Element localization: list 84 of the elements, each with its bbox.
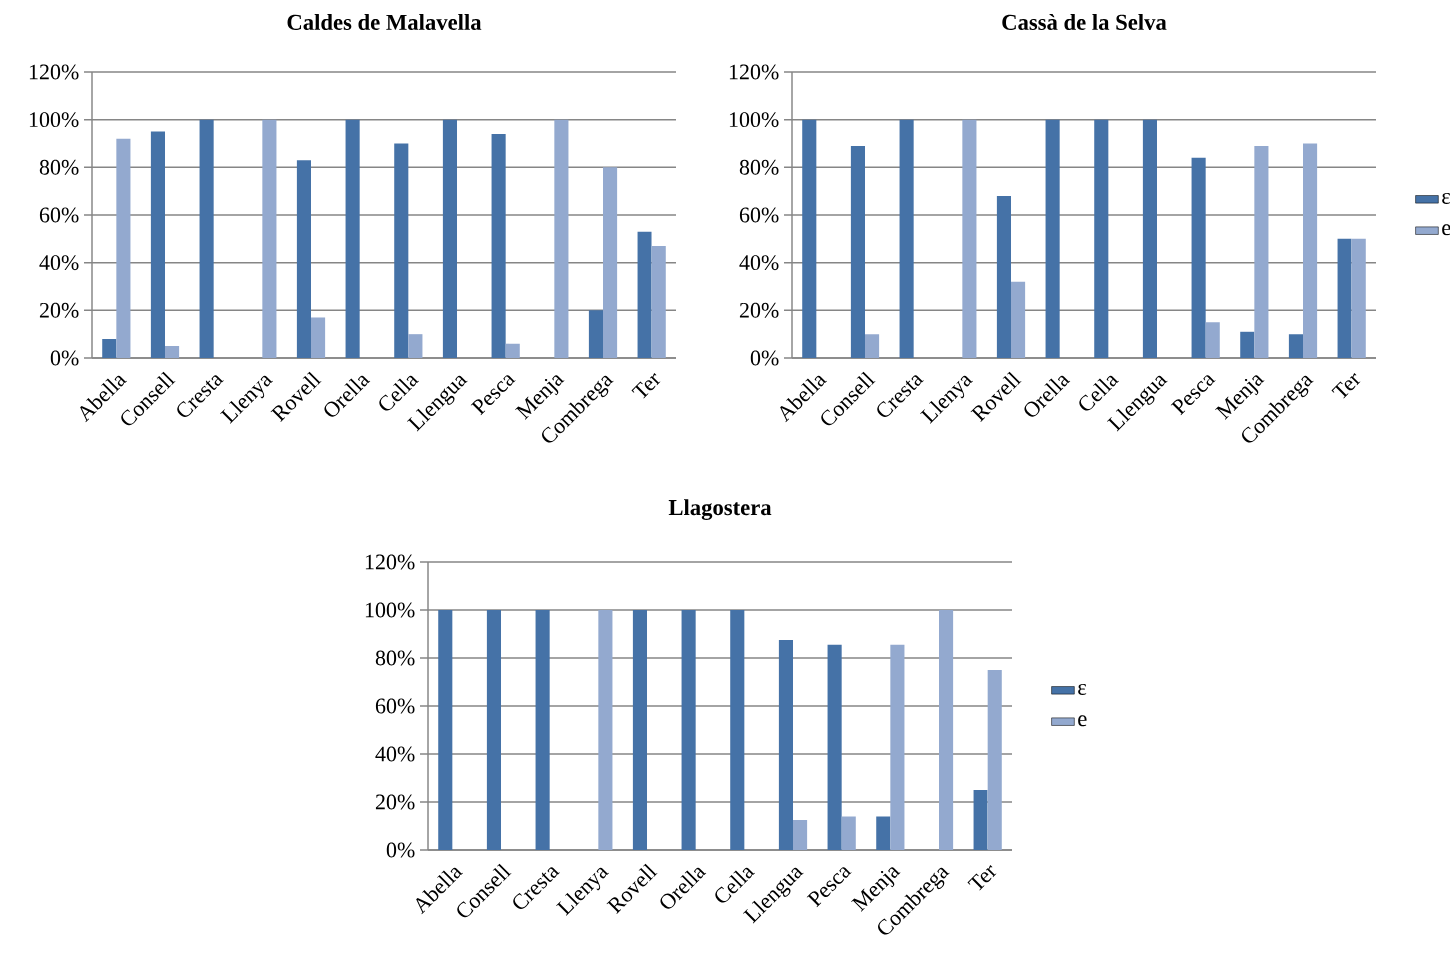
y-tick-label: 20% [739, 302, 779, 318]
y-tick-label: 120% [29, 64, 79, 80]
bar [311, 317, 326, 358]
bar [505, 343, 520, 358]
bar [598, 610, 613, 850]
bar [486, 610, 502, 850]
bar [554, 119, 569, 358]
legend-label: ε [1442, 192, 1450, 204]
bar [603, 167, 618, 358]
bar [442, 119, 458, 358]
bar [651, 245, 666, 358]
bar [1337, 238, 1352, 358]
chart-title: Llagostera [668, 499, 772, 520]
x-tick-label: Ter [1331, 373, 1361, 399]
bar [588, 310, 603, 358]
legend-label: ε [1078, 683, 1087, 695]
bar [491, 133, 506, 358]
y-tick-label: 0% [750, 350, 779, 366]
y-tick-label: 20% [375, 794, 415, 810]
bar [865, 334, 880, 358]
bar [116, 138, 131, 358]
bar [899, 119, 914, 358]
bar [438, 610, 453, 850]
bar [1205, 322, 1220, 358]
bar [1254, 145, 1269, 358]
bar [962, 119, 977, 358]
bar [296, 160, 311, 358]
bar [408, 334, 423, 358]
bar [345, 119, 360, 358]
y-tick-label: 40% [375, 746, 415, 762]
bar [637, 231, 652, 358]
y-tick-label: 120% [365, 554, 415, 570]
bar [102, 338, 117, 358]
bar [165, 346, 180, 358]
y-tick-label: 80% [739, 159, 779, 175]
bar [841, 816, 856, 850]
bar [778, 640, 794, 850]
legend-label: e [1442, 224, 1450, 236]
bar [730, 610, 745, 850]
bar [890, 644, 905, 850]
bar [1191, 157, 1206, 358]
chart-title: Cassà de la Selva [1002, 13, 1167, 30]
bar [996, 195, 1012, 358]
bar [1240, 331, 1255, 358]
bar [1045, 119, 1060, 358]
y-tick-label: 100% [729, 112, 779, 128]
bar [793, 820, 808, 850]
bar [802, 119, 817, 358]
bar [973, 790, 988, 850]
x-tick-label: Ter [967, 865, 997, 891]
bar [535, 610, 550, 850]
bar [827, 644, 842, 850]
bar [876, 816, 891, 850]
bar [1303, 143, 1318, 358]
y-tick-label: 100% [365, 602, 415, 618]
bar [681, 610, 696, 850]
y-tick-label: 80% [375, 650, 415, 666]
y-tick-label: 60% [739, 207, 779, 223]
y-tick-label: 0% [50, 350, 79, 366]
y-tick-label: 20% [39, 302, 79, 318]
bar [1011, 281, 1026, 358]
y-tick-label: 40% [39, 255, 79, 271]
x-tick-label: Ter [631, 373, 661, 399]
bar [199, 119, 214, 358]
y-tick-label: 0% [386, 842, 415, 858]
chart-title: Caldes de Malavella [287, 14, 482, 30]
bar [1351, 238, 1366, 358]
bar [1288, 334, 1304, 358]
y-tick-label: 40% [739, 255, 779, 271]
bar [939, 610, 954, 850]
bar [632, 610, 647, 850]
bar [262, 119, 277, 358]
y-tick-label: 100% [29, 112, 79, 128]
bar [1094, 119, 1109, 358]
bar [987, 670, 1002, 850]
bar [850, 145, 865, 358]
y-tick-label: 120% [729, 64, 779, 80]
legend-label: e [1078, 715, 1087, 727]
y-tick-label: 60% [39, 207, 79, 223]
y-tick-label: 60% [375, 698, 415, 714]
bar [150, 131, 166, 358]
bar [394, 143, 409, 358]
bar [1142, 119, 1157, 358]
y-tick-label: 80% [39, 159, 79, 175]
